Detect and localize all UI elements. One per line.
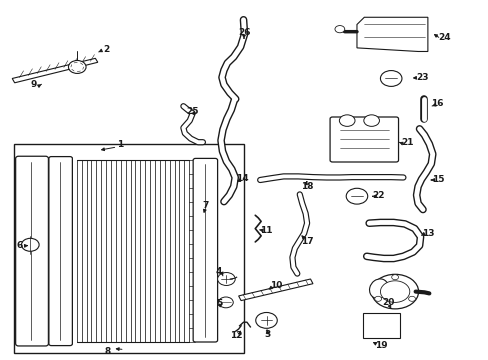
Circle shape [371, 274, 418, 309]
Circle shape [334, 26, 344, 33]
Text: 22: 22 [372, 192, 385, 200]
Bar [14, 144, 244, 353]
Circle shape [68, 60, 86, 73]
Circle shape [217, 273, 235, 285]
FancyBboxPatch shape [193, 158, 217, 342]
Text: 2: 2 [103, 45, 109, 54]
Ellipse shape [369, 279, 387, 298]
Text: 23: 23 [415, 73, 428, 82]
Circle shape [218, 297, 233, 308]
Text: 14: 14 [235, 174, 248, 183]
Circle shape [408, 296, 415, 301]
Text: 26: 26 [238, 28, 250, 37]
Text: 19: 19 [374, 341, 387, 350]
Circle shape [391, 275, 398, 280]
Polygon shape [356, 17, 427, 51]
Text: 11: 11 [260, 226, 272, 235]
Text: 13: 13 [421, 229, 433, 238]
Circle shape [363, 115, 379, 126]
Polygon shape [12, 58, 98, 83]
Text: 15: 15 [431, 175, 444, 184]
Text: 20: 20 [382, 298, 394, 307]
FancyBboxPatch shape [329, 117, 398, 162]
Circle shape [339, 115, 354, 126]
Circle shape [380, 281, 409, 302]
Text: 21: 21 [400, 138, 413, 147]
Text: 5: 5 [216, 299, 222, 308]
Text: 12: 12 [230, 331, 243, 340]
Text: 16: 16 [430, 99, 443, 108]
Text: 25: 25 [185, 107, 198, 116]
Circle shape [374, 296, 381, 301]
Text: 3: 3 [264, 330, 270, 339]
Circle shape [255, 312, 277, 328]
Text: 17: 17 [300, 237, 313, 246]
Polygon shape [238, 279, 312, 301]
Bar [362, 313, 399, 338]
Text: 10: 10 [269, 281, 282, 289]
Circle shape [346, 188, 367, 204]
Text: 1: 1 [117, 140, 122, 149]
Text: 8: 8 [104, 346, 110, 356]
Text: 9: 9 [30, 80, 37, 89]
FancyBboxPatch shape [16, 156, 48, 346]
Circle shape [21, 238, 39, 251]
FancyBboxPatch shape [49, 157, 72, 346]
Text: 6: 6 [17, 242, 22, 251]
Text: 24: 24 [438, 33, 450, 42]
Text: 7: 7 [202, 201, 208, 210]
Circle shape [380, 71, 401, 86]
Text: 18: 18 [300, 182, 313, 191]
Text: 4: 4 [215, 267, 222, 276]
